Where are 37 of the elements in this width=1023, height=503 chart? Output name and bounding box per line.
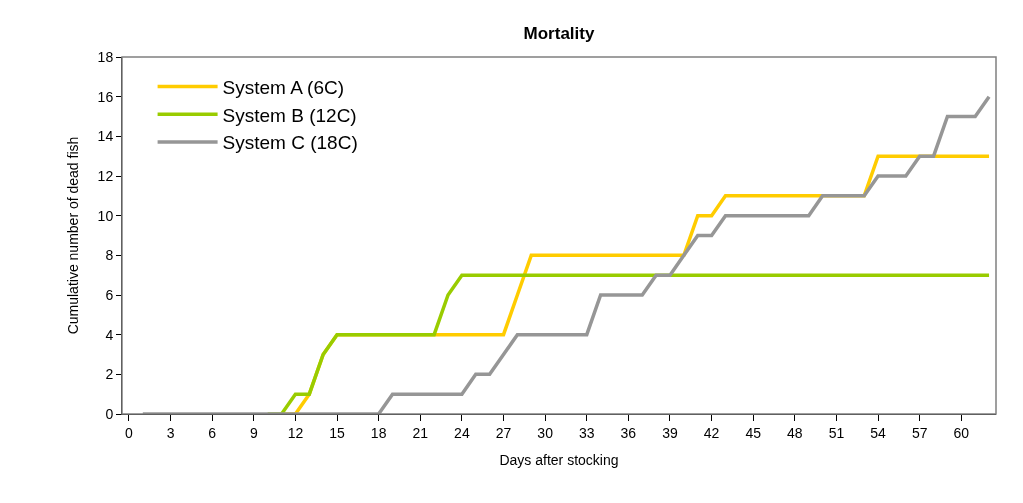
y-tick-label: 8: [105, 247, 114, 264]
x-tick-label: 9: [249, 424, 258, 441]
x-tick-label: 60: [953, 424, 970, 441]
y-tick-label: 6: [105, 286, 114, 303]
x-tick-label: 12: [287, 424, 304, 441]
x-tick-label: 21: [412, 424, 429, 441]
y-tick-label: 14: [97, 128, 114, 145]
x-tick-label: 33: [578, 424, 595, 441]
x-tick-label: 48: [787, 424, 803, 441]
x-tick-label: 30: [537, 424, 554, 441]
x-tick-label: 45: [745, 424, 762, 441]
x-tick-label: 54: [870, 424, 887, 441]
x-axis-title: Days after stocking: [499, 452, 619, 469]
legend-label: System B (12C): [222, 104, 357, 126]
y-tick-label: 2: [105, 366, 114, 383]
y-axis-title: Cumulative number of dead fish: [65, 136, 82, 335]
x-tick-label: 42: [703, 424, 720, 441]
y-tick-label: 12: [97, 167, 114, 184]
x-tick-label: 15: [329, 424, 346, 441]
x-tick-label: 57: [911, 424, 928, 441]
y-tick-label: 16: [97, 88, 114, 105]
legend-label: System A (6C): [222, 76, 345, 98]
x-tick-label: 39: [662, 424, 678, 441]
chart-title: Mortality: [523, 23, 595, 43]
x-tick-label: 27: [495, 424, 512, 441]
legend-label: System C (18C): [222, 132, 358, 154]
y-tick-label: 10: [97, 207, 114, 224]
x-tick-label: 3: [166, 424, 175, 441]
x-tick-label: 0: [125, 424, 134, 441]
x-tick-label: 18: [370, 424, 387, 441]
x-tick-label: 6: [208, 424, 217, 441]
y-tick-label: 4: [105, 326, 114, 343]
x-tick-label: 36: [620, 424, 637, 441]
x-tick-label: 51: [828, 424, 845, 441]
x-tick-label: 24: [454, 424, 470, 441]
y-tick-label: 18: [97, 48, 114, 65]
y-tick-label: 0: [105, 405, 114, 422]
